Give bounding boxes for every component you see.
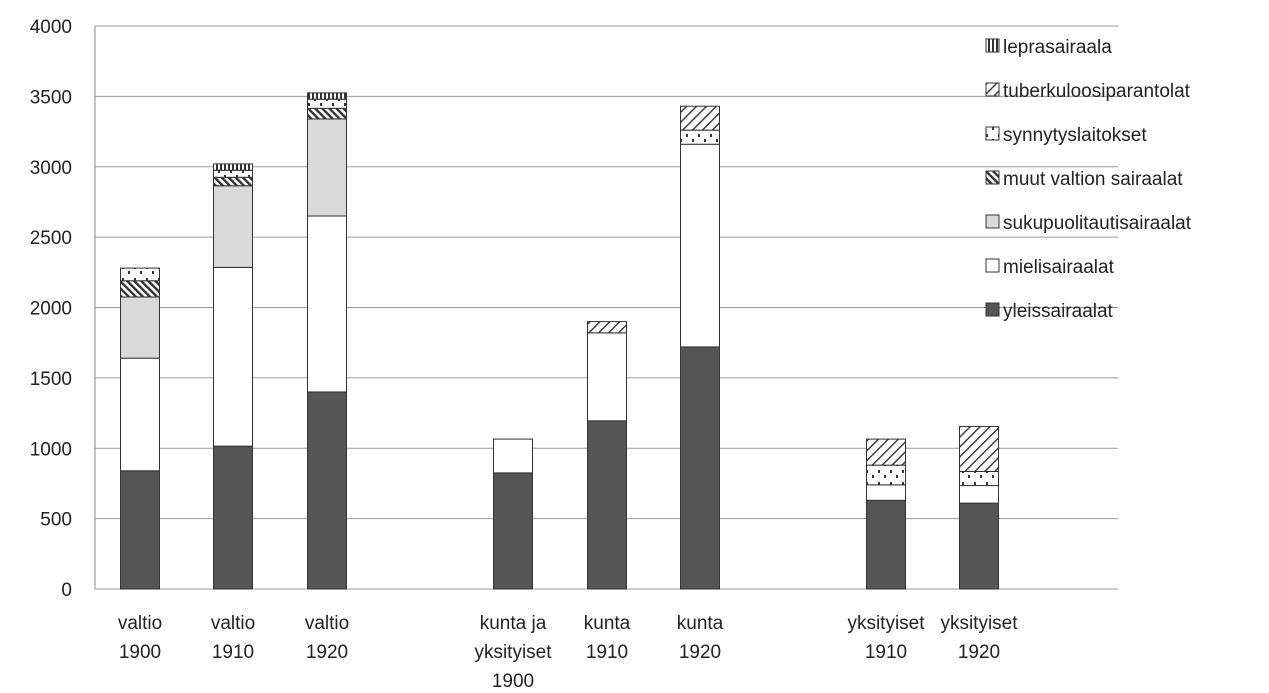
- bar-segment-muut: [120, 280, 160, 298]
- y-tick-label: 4000: [30, 17, 72, 38]
- category-label: 1910: [586, 642, 628, 663]
- legend-swatch-muut: [985, 170, 1000, 185]
- bar-segment-lepra: [307, 92, 347, 100]
- gridlines: [94, 25, 1118, 590]
- bar-segment-yleis: [587, 420, 627, 590]
- bar-segment-sukupuoli: [307, 118, 347, 217]
- bar-segment-synnytys: [120, 267, 160, 282]
- category-label: 1900: [492, 671, 534, 692]
- category-label: kunta: [584, 613, 631, 634]
- bar-segment-mieli: [680, 143, 720, 348]
- bar-segment-mieli: [307, 215, 347, 393]
- legend-swatch-synnytys: [985, 126, 1000, 141]
- category-label: valtio: [211, 613, 255, 634]
- category-label: yksityiset: [847, 613, 925, 634]
- legend-label-lepra: leprasairaala: [1003, 37, 1112, 58]
- legend-swatch-tuberkuloosi: [985, 82, 1000, 97]
- y-tick-label: 3000: [30, 158, 72, 179]
- category-label: 1920: [679, 642, 721, 663]
- y-tick-label: 0: [61, 580, 72, 601]
- category-label: valtio: [118, 613, 162, 634]
- bar-segment-yleis: [680, 346, 720, 590]
- bar-segment-synnytys: [307, 98, 347, 109]
- category-label: kunta ja: [480, 613, 547, 634]
- legend-label-tuberkuloosi: tuberkuloosiparantolat: [1003, 81, 1191, 102]
- category-labels: valtio 1900 valtio 1910 valtio 1920 kunta ja yk…: [118, 613, 1018, 692]
- bar-segment-muut: [307, 107, 347, 120]
- category-label: 1910: [212, 642, 254, 663]
- bar-segment-yleis: [866, 499, 906, 590]
- bar-segment-yleis: [959, 502, 999, 590]
- bar-segment-yleis: [307, 391, 347, 590]
- bar-segment-muut: [213, 176, 253, 187]
- category-label: 1920: [958, 642, 1000, 663]
- bar-segment-synnytys: [680, 129, 720, 145]
- bar-segment-lepra: [213, 163, 253, 171]
- legend-label-muut: muut valtion sairaalat: [1003, 169, 1183, 190]
- bar-segment-sukupuoli: [213, 185, 253, 268]
- bar-segment-mieli: [866, 484, 906, 501]
- bar-segment-yleis: [493, 472, 533, 590]
- bar-segment-synnytys: [866, 464, 906, 486]
- category-label: 1900: [119, 642, 161, 663]
- legend-swatch-lepra: [985, 38, 1000, 53]
- y-tick-label: 3500: [30, 87, 72, 108]
- category-label: 1910: [865, 642, 907, 663]
- legend-label-synnytys: synnytyslaitokset: [1003, 125, 1147, 146]
- category-label: 1920: [306, 642, 348, 663]
- bar-segment-mieli: [587, 332, 627, 422]
- bar-segment-yleis: [213, 445, 253, 590]
- legend-label-yleis: yleissairaalat: [1003, 301, 1114, 322]
- category-label: yksityiset: [474, 642, 552, 663]
- legend-swatch-yleis: [985, 302, 1000, 317]
- legend-label-mieli: mielisairaalat: [1003, 257, 1115, 278]
- y-tick-label: 1500: [30, 369, 72, 390]
- bar-segment-mieli: [493, 438, 533, 474]
- y-tick-label: 500: [40, 510, 72, 531]
- y-tick-label: 2000: [30, 299, 72, 320]
- bar-segment-sukupuoli: [120, 296, 160, 359]
- legend-swatch-mieli: [985, 258, 1000, 273]
- bar-segment-synnytys: [213, 169, 253, 178]
- category-label: yksityiset: [940, 613, 1018, 634]
- legend: leprasairaala tuberkuloosiparantolat synny…: [985, 37, 1192, 322]
- category-label: kunta: [677, 613, 724, 634]
- bar-segment-tuberkuloosi: [680, 105, 720, 131]
- y-tick-label: 1000: [30, 439, 72, 460]
- y-axis-tick-labels: 0 500 1000 1500 2000 2500 3000 3500 4000: [30, 17, 72, 601]
- legend-swatch-sukupuoli: [985, 214, 1000, 229]
- legend-label-sukupuoli: sukupuolitautisairaalat: [1003, 213, 1192, 234]
- bar-segment-mieli: [213, 266, 253, 447]
- bar-segment-tuberkuloosi: [959, 425, 999, 472]
- bars: [120, 92, 999, 590]
- bar-segment-mieli: [959, 485, 999, 504]
- bar-segment-yleis: [120, 470, 160, 590]
- bar-segment-mieli: [120, 357, 160, 472]
- bar-segment-tuberkuloosi: [587, 321, 627, 334]
- y-tick-label: 2500: [30, 228, 72, 249]
- bar-segment-tuberkuloosi: [866, 438, 906, 466]
- category-label: valtio: [305, 613, 349, 634]
- bar-segment-synnytys: [959, 470, 999, 487]
